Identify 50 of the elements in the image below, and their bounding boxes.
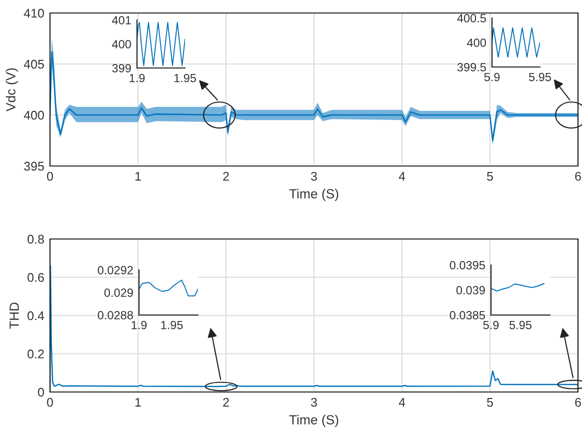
y-tick-label: 0.4 <box>28 311 44 320</box>
y-tick-label: 0.0288 <box>98 311 133 320</box>
line-series <box>491 283 545 292</box>
y-tick-label: 0.0395 <box>450 261 485 270</box>
y-tick-label: 0.6 <box>28 273 44 282</box>
x-tick-label: 5.9 <box>483 320 499 330</box>
x-tick-label: 4 <box>398 398 406 407</box>
x-tick-label: 5 <box>487 398 493 407</box>
x-tick-label: 3 <box>311 172 317 181</box>
y-axis-title: THD <box>10 302 19 329</box>
y-tick-label: 399 <box>112 64 131 72</box>
x-tick-label: 1.9 <box>132 320 147 330</box>
line-series <box>137 22 185 66</box>
y-tick-label: 401 <box>112 16 131 24</box>
y-tick-label: 0.2 <box>28 350 44 358</box>
x-tick-label: 1 <box>135 398 141 407</box>
y-tick-label: 0.8 <box>28 234 44 244</box>
line-series <box>139 280 198 296</box>
x-tick-label: 5.9 <box>484 72 500 82</box>
x-tick-label: 0 <box>47 398 53 407</box>
y-tick-label: 410 <box>24 8 44 18</box>
y-tick-label: 400 <box>24 110 44 120</box>
y-tick-label: 0.0292 <box>98 266 133 274</box>
y-tick-label: 405 <box>24 60 44 69</box>
x-tick-label: 4 <box>398 172 406 181</box>
x-tick-label: 6 <box>575 398 581 407</box>
x-tick-label: 3 <box>311 398 317 407</box>
x-tick-label: 5.95 <box>509 320 532 330</box>
y-tick-label: 400 <box>467 38 486 47</box>
x-tick-label: 5.95 <box>528 72 551 82</box>
y-tick-label: 395 <box>24 162 44 171</box>
y-tick-label: 0 <box>38 388 44 397</box>
y-tick-label: 0.0385 <box>450 311 485 320</box>
y-tick-label: 0.029 <box>104 288 133 297</box>
x-tick-label: 1.95 <box>161 320 183 330</box>
x-tick-label: 1.9 <box>130 74 145 82</box>
x-tick-label: 0 <box>47 172 53 181</box>
x-tick-label: 2 <box>223 398 229 407</box>
x-axis-title: Time (S) <box>289 188 338 202</box>
x-tick-label: 2 <box>223 172 229 181</box>
x-tick-label: 6 <box>575 172 581 181</box>
x-axis-title: Time (S) <box>289 414 338 428</box>
x-tick-label: 5 <box>487 172 493 181</box>
y-tick-label: 0.039 <box>456 286 485 294</box>
x-tick-label: 1 <box>135 172 141 181</box>
x-tick-label: 1.95 <box>174 74 196 82</box>
y-axis-title: Vdc (V) <box>6 68 18 112</box>
y-tick-label: 399.5 <box>457 63 486 72</box>
y-tick-label: 400.5 <box>457 14 486 22</box>
y-tick-label: 400 <box>112 40 131 48</box>
